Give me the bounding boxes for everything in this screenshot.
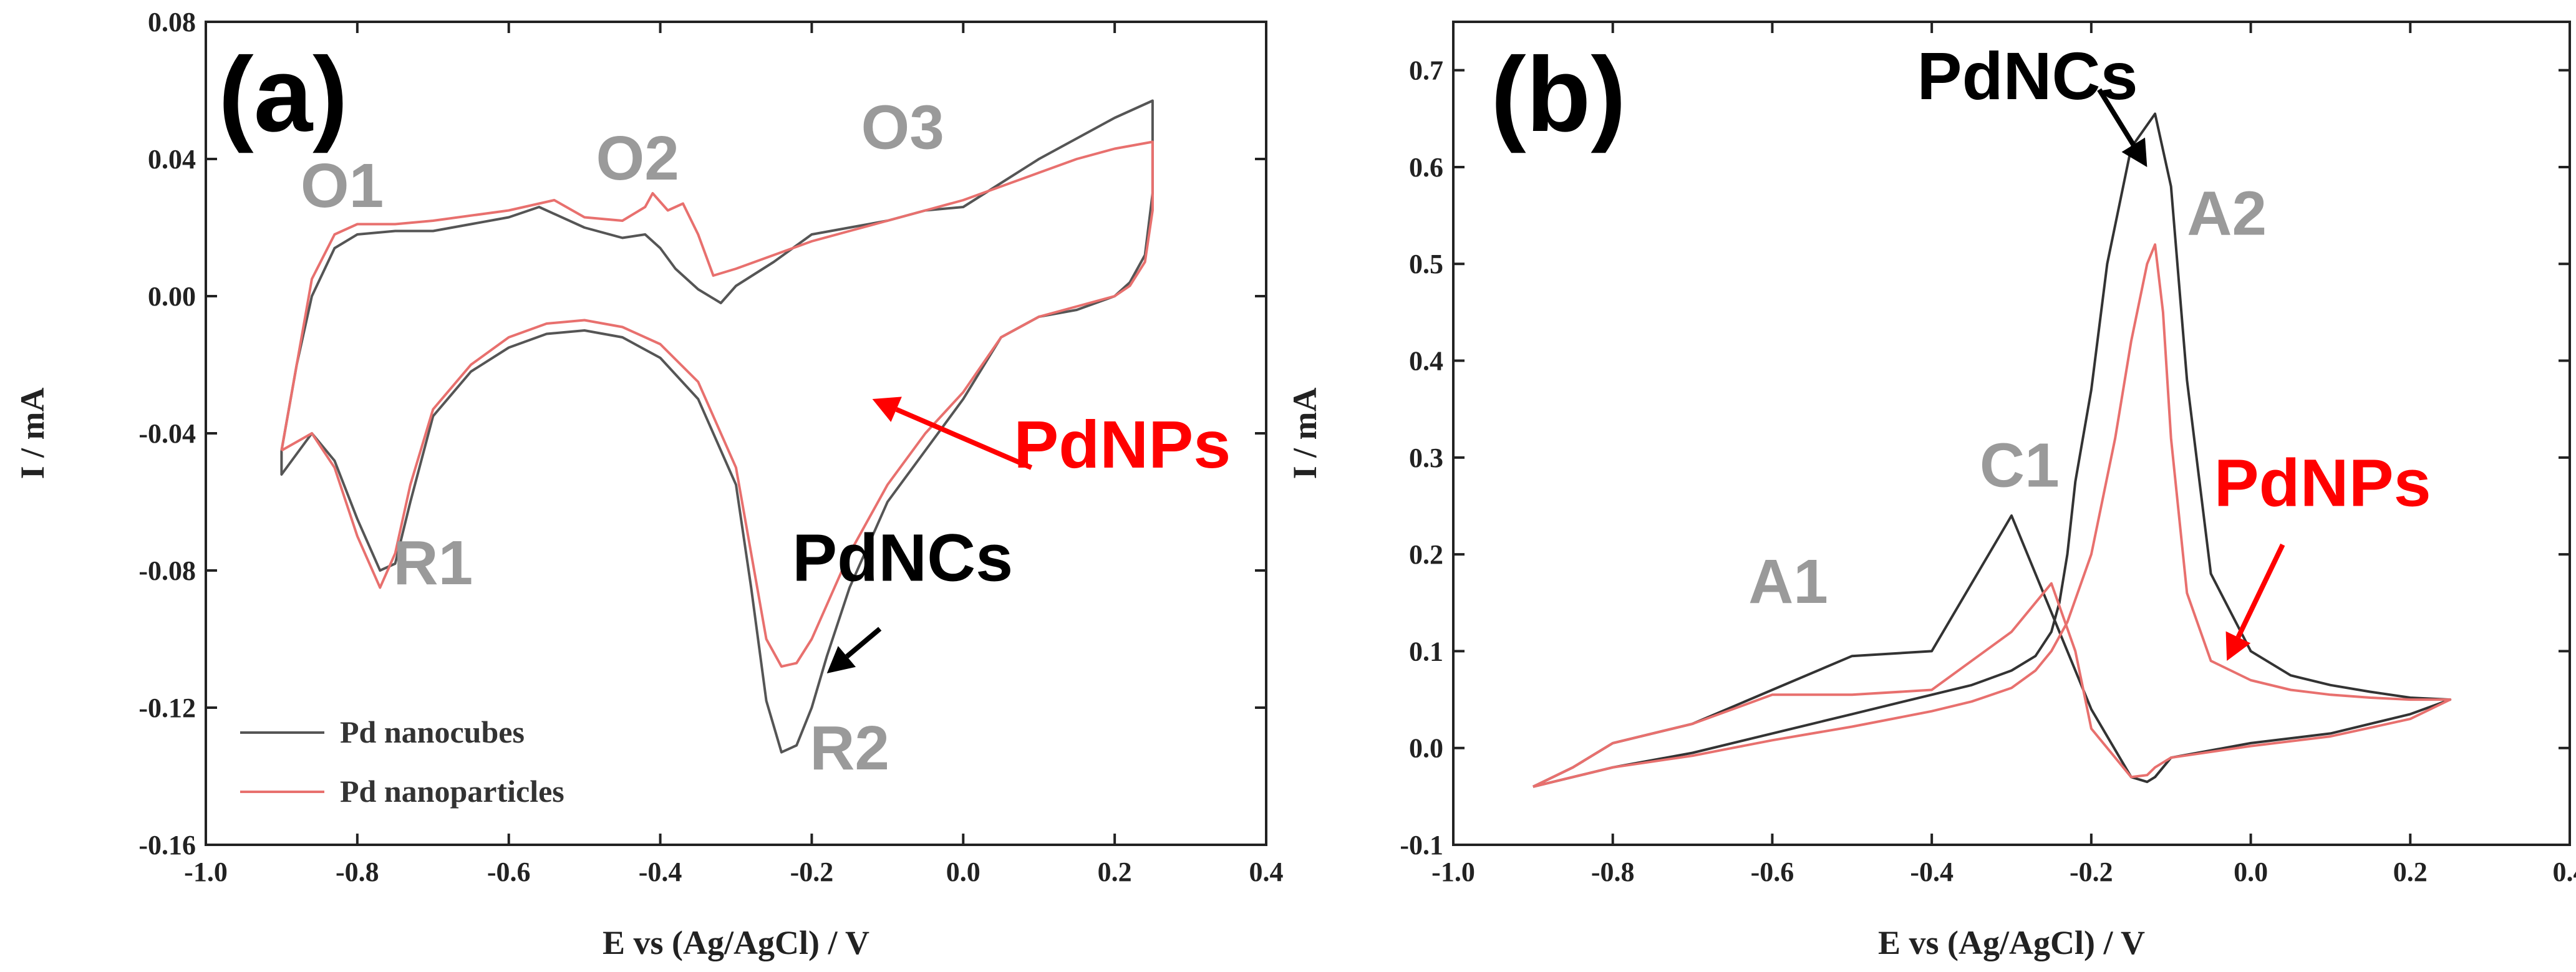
x-tick-label: -0.6 [1751,857,1794,887]
annotation-label: O2 [596,123,679,193]
annotation-label: PdNPs [1014,407,1231,482]
y-tick-label: 0.3 [1409,443,1443,473]
y-tick-label: -0.1 [1400,830,1443,860]
x-axis-label: E vs (Ag/AgCl) / V [1878,924,2145,961]
panel-label: (b) [1491,36,1626,154]
series-line-pd-nanocubes [280,99,1154,754]
x-tick-label: -0.8 [1591,857,1635,887]
panel-label: (a) [218,36,348,154]
annotation-label: O3 [861,93,944,163]
annotation-label: PdNCs [792,520,1013,595]
series-line-pd-nanoparticles [280,140,1154,668]
y-tick-label: -0.16 [138,830,196,860]
annotation-label: R2 [810,713,889,783]
y-axis-label: I / mA [1286,388,1324,479]
arrow-shaft [2235,543,2285,638]
y-axis-label: I / mA [14,388,51,479]
x-tick-label: 0.4 [2553,857,2576,887]
y-tick-label: 0.5 [1409,249,1443,279]
x-tick-label: -0.8 [336,857,379,887]
x-tick-label: 0.0 [2234,857,2268,887]
arrow-head [2225,631,2251,661]
panel-b-chart: -1.0 -0.8 -0.6 -0.4 -0.2 0.0 0.2 0.4 0.7 0.6 0.5 0.… [1286,21,2576,961]
y-tick-label: -0.04 [138,418,196,449]
x-tick-label: -0.4 [639,857,682,887]
x-tick-label: 0.0 [946,857,981,887]
arrow-head [826,646,856,673]
x-tick-label: -0.6 [487,857,531,887]
y-tick-label: 0.7 [1409,55,1443,86]
x-tick-label: 0.2 [2393,857,2428,887]
x-tick-label: -0.4 [1910,857,1954,887]
x-tick-label: -0.2 [2070,857,2113,887]
x-tick-label: -1.0 [184,857,228,887]
y-tick-label: 0.0 [1409,733,1443,764]
y-tick-label: 0.6 [1409,152,1443,183]
series-line-pdncs [1533,112,2452,788]
annotation-label: C1 [1980,430,2060,500]
x-tick-label: -0.2 [790,857,834,887]
x-tick-label: 0.2 [1098,857,1132,887]
series-line-pdnps [1533,243,2452,788]
arrow-head [872,397,902,422]
y-tick-label: 0.2 [1409,539,1443,570]
x-axis-label: E vs (Ag/AgCl) / V [603,924,869,961]
y-tick-label: 0.1 [1409,636,1443,666]
y-tick-label: 0.08 [148,7,196,37]
legend-label: Pd nanoparticles [340,774,564,809]
y-tick-label: 0.04 [148,144,196,175]
annotation-label: A2 [2187,179,2267,249]
arrow-shaft [895,407,1033,470]
arrow-shaft [2097,88,2136,147]
annotation-label: R1 [393,528,473,598]
plot-frame [1452,21,2571,846]
y-tick-label: -0.12 [138,693,196,723]
annotation-label: PdNCs [1917,38,2138,113]
annotation-label: O1 [301,151,384,221]
panel-a-chart: -1.0 -0.8 -0.6 -0.4 -0.2 0.0 0.2 0.4 0.08 0.04 0.0… [14,7,1284,961]
y-tick-label: 0.4 [1409,346,1443,377]
legend-label: Pd nanocubes [340,715,525,749]
annotation-label: PdNPs [2214,445,2431,520]
arrow-shaft [845,627,882,659]
x-tick-label: -1.0 [1431,857,1475,887]
x-tick-label: 0.4 [1249,857,1284,887]
y-tick-label: 0.00 [148,281,196,312]
y-tick-label: -0.08 [138,556,196,586]
annotation-label: A1 [1748,547,1828,617]
arrow-head [2121,137,2147,167]
